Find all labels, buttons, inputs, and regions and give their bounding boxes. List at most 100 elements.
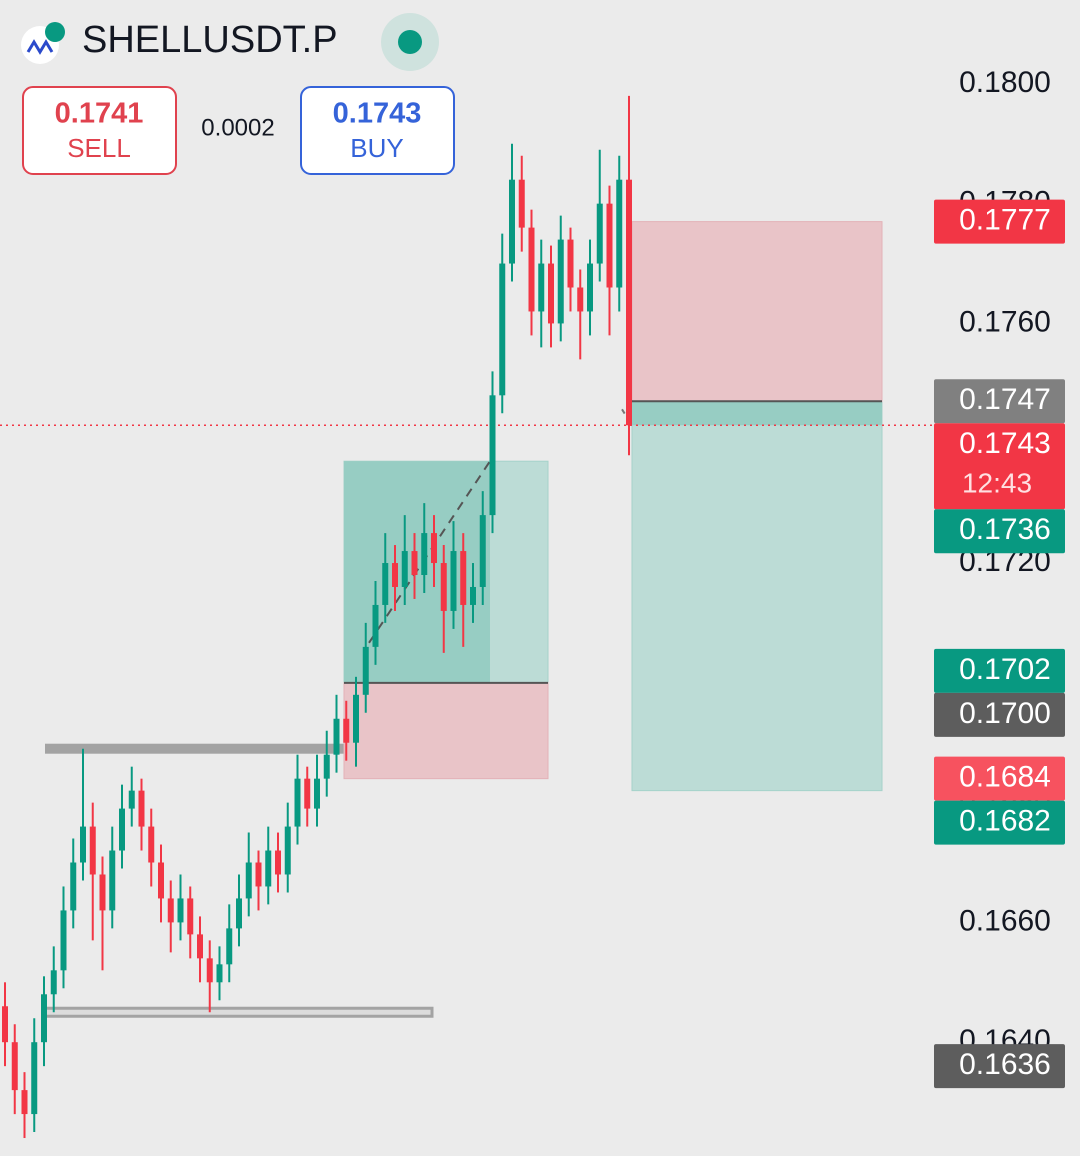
position-path [368,460,491,644]
candle-body [187,898,194,935]
candle-body [197,934,203,959]
symbol: SHELLUSDT.P [82,19,338,61]
candle-body [128,790,135,809]
market-status-dot [398,30,422,54]
candle-body [41,994,47,1043]
price-badge [934,509,1065,554]
price-badge-label: 0.1747 [959,383,1051,416]
candle-body [528,227,535,312]
candle-body [304,778,311,809]
candle-body [509,179,515,264]
candle-body [206,958,213,983]
buy-price: 0.1743 [333,98,422,130]
candle-body [294,778,301,827]
candle-body [587,263,593,312]
level-line [45,743,385,754]
candle-body [450,551,457,611]
price-countdown: 12:43 [962,468,1032,499]
y-tick-label: 0.1760 [959,305,1051,338]
candle-body [596,203,603,264]
candle-body [99,874,106,911]
candle-body [275,850,281,875]
candle-body [431,533,437,564]
position-stop-zone [343,682,549,780]
y-tick-label: 0.1660 [959,904,1051,937]
logo-glyph [26,39,54,55]
candle-body [460,551,467,605]
candle-body [216,964,223,983]
price-badge-label: 0.1700 [959,697,1051,730]
candle-body [148,826,155,863]
exchange-logo [45,22,65,42]
candle-body [567,239,574,288]
candle-body [31,1042,38,1115]
price-badge-label: 0.1702 [959,653,1051,686]
price-badge [934,756,1065,801]
price-badge [934,423,1065,510]
candle-body [323,754,330,779]
candle-body [80,826,86,863]
price-badge-label: 0.1682 [959,805,1051,838]
candle-body [60,910,67,971]
price-badge [934,1044,1065,1089]
candle-body [11,1042,18,1091]
position-target-zone [631,400,883,792]
candle-body [548,263,554,324]
candle-body [518,179,525,228]
header: SHELLUSDT.P 0.1741 SELL 0.0002 0.1743 BU… [21,13,455,175]
candle-body [284,826,291,875]
position-stop-zone [631,221,883,402]
candle-body [362,646,369,695]
sell-label: SELL [67,133,131,163]
candle-body [411,551,418,576]
candle-body [2,1006,8,1043]
candle-body [70,862,77,911]
price-badge-label: 0.1736 [959,513,1051,546]
candle-body [606,203,613,288]
price-badge-label: 0.1636 [959,1048,1051,1081]
y-tick-label: 0.1800 [959,66,1051,99]
candle-body [479,515,486,587]
candle-body [333,718,340,755]
candle-body [470,586,476,605]
candle-body [577,287,584,312]
spread: 0.0002 [201,114,274,141]
candle-body [538,263,545,312]
price-badge-label: 0.1777 [959,204,1051,237]
candle-body [440,563,447,611]
candle-body [499,263,506,396]
price-badge-label: 0.1684 [959,761,1051,794]
candle-body [236,898,242,929]
candle-body [392,563,398,587]
candle-body [626,179,632,426]
candle-body [89,826,96,875]
candle-body [245,862,252,899]
candle-body [489,395,496,516]
candle-body [50,970,57,995]
candle-body [421,533,428,576]
buy-box[interactable] [300,86,455,175]
candle-body [158,862,164,899]
positions-layer [0,221,935,1018]
position-path [621,408,633,426]
position-filled-zone [632,401,882,426]
sell-price: 0.1741 [55,98,144,130]
candle-body [138,790,145,827]
price-badge [934,648,1065,693]
sell-button[interactable]: 0.1741 SELL [22,86,177,175]
candle-body [177,898,184,923]
candle-body [343,718,350,743]
candle-body [314,778,320,809]
sell-box[interactable] [22,86,177,175]
candle-body [557,239,564,324]
candle-body [353,694,359,743]
candle-body [372,604,379,647]
candle-body [382,563,389,605]
buy-button[interactable]: 0.1743 BUY [300,86,455,175]
candle-body [119,808,125,851]
buy-label: BUY [350,133,403,163]
candle-body [226,928,233,965]
price-badge-label: 0.1743 [959,427,1051,460]
candle-body [109,850,116,911]
